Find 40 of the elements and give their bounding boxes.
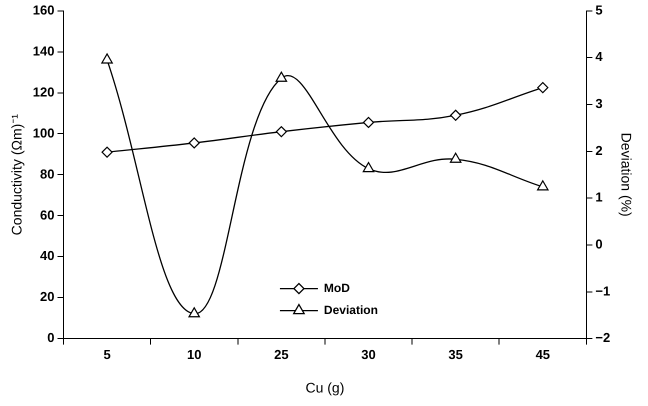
x-tick-label: 35 — [448, 346, 463, 362]
y-axis-title: Conductivity (Ωm)⁻¹ — [8, 114, 24, 236]
x-tick-label: 45 — [536, 346, 550, 362]
y2-tick-label: 0 — [595, 236, 603, 252]
y-tick-label: 0 — [47, 330, 54, 346]
y-tick-label: 160 — [32, 2, 54, 18]
y-tick-label: 100 — [32, 125, 54, 140]
point — [362, 162, 374, 172]
y2-axis-title: Deviation (%) — [618, 132, 635, 217]
point — [276, 126, 287, 138]
point — [537, 180, 549, 190]
point — [537, 82, 548, 94]
y-tick-label: 140 — [32, 43, 54, 58]
point — [362, 116, 374, 128]
legend-label: Deviation — [324, 302, 378, 317]
y-tick-label: 20 — [40, 289, 54, 304]
x-tick-label: 10 — [186, 346, 202, 362]
point — [450, 110, 462, 121]
y-tick-label: 60 — [40, 207, 54, 222]
y2-tick-label: 4 — [595, 49, 604, 64]
x-tick-label: 30 — [361, 346, 376, 362]
y-tick-label: 40 — [40, 248, 54, 264]
point — [188, 307, 200, 318]
x-axis-title: Cu (g) — [305, 379, 344, 396]
y2-tick-label: 3 — [595, 96, 603, 112]
y-tick-label: 120 — [32, 84, 54, 100]
y-tick-label: 80 — [40, 166, 54, 182]
point — [450, 152, 462, 163]
point — [188, 137, 200, 149]
point — [101, 53, 113, 64]
y2-tick-label: −2 — [595, 330, 610, 346]
y2-tick-label: 2 — [595, 142, 603, 158]
y2-tick-label: 5 — [595, 2, 603, 18]
x-tick-label: 5 — [103, 346, 111, 362]
point — [101, 146, 113, 158]
y2-tick-label: −1 — [595, 283, 610, 298]
y2-tick-label: 1 — [595, 190, 603, 205]
x-tick-label: 25 — [274, 346, 289, 362]
legend-label: MoD — [324, 280, 350, 295]
point — [276, 72, 288, 82]
